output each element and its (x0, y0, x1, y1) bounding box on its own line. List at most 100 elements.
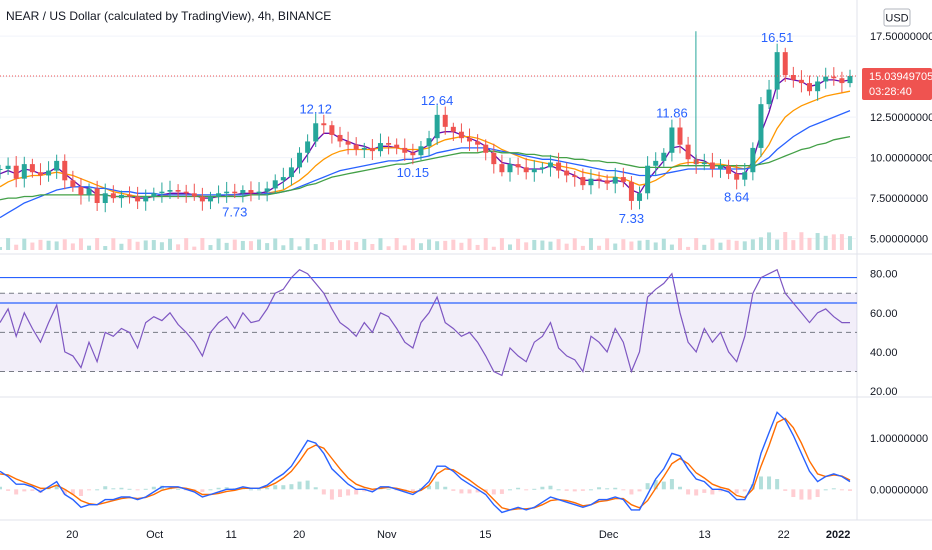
candle-body[interactable] (94, 188, 100, 204)
candle-body[interactable] (159, 191, 165, 194)
candle-body[interactable] (78, 186, 84, 195)
candle-body[interactable] (620, 177, 626, 182)
candle-body[interactable] (434, 114, 440, 139)
candle-body[interactable] (224, 191, 230, 194)
candle-body[interactable] (734, 173, 740, 180)
candle-body[interactable] (596, 178, 602, 181)
candle-body[interactable] (612, 177, 618, 184)
candle-body[interactable] (572, 175, 578, 178)
candle-body[interactable] (232, 191, 238, 194)
candle-body[interactable] (750, 147, 756, 173)
time-scale[interactable]: 20 Oct 11 20 Nov 15 Dec 13 22 2022 (66, 529, 850, 541)
candle-body[interactable] (345, 141, 351, 145)
candle-body[interactable] (798, 79, 804, 84)
candle-body[interactable] (297, 152, 303, 168)
macd-pane[interactable] (0, 411, 852, 514)
candle-body[interactable] (321, 123, 327, 126)
candle-body[interactable] (386, 143, 392, 145)
candle-body[interactable] (199, 196, 205, 202)
candle-body[interactable] (46, 170, 52, 176)
candle-body[interactable] (523, 167, 529, 173)
candle-body[interactable] (143, 196, 149, 202)
candle-body[interactable] (491, 152, 497, 165)
candle-body[interactable] (207, 196, 213, 202)
candle-body[interactable] (450, 126, 456, 132)
candle-body[interactable] (256, 191, 262, 194)
candle-body[interactable] (118, 194, 124, 199)
candle-body[interactable] (442, 114, 448, 127)
candle-body[interactable] (5, 165, 11, 169)
candle-body[interactable] (86, 188, 92, 195)
candle-body[interactable] (564, 170, 570, 176)
candle-body[interactable] (839, 78, 845, 84)
candle-body[interactable] (288, 167, 294, 178)
candle-body[interactable] (539, 167, 545, 169)
candle-body[interactable] (467, 138, 473, 142)
candle-body[interactable] (685, 144, 691, 160)
candle-body[interactable] (272, 180, 278, 189)
candle-body[interactable] (790, 74, 796, 80)
candle-body[interactable] (628, 181, 634, 201)
candle-body[interactable] (62, 160, 68, 181)
candle-body[interactable] (402, 147, 408, 153)
candle-body[interactable] (475, 141, 481, 145)
candle-body[interactable] (264, 188, 270, 192)
candle-body[interactable] (313, 123, 319, 142)
candle-body[interactable] (21, 164, 27, 179)
currency-badge-bg[interactable] (883, 8, 911, 27)
candle-body[interactable] (831, 76, 837, 79)
candle-body[interactable] (37, 172, 43, 176)
candle-body[interactable] (515, 164, 521, 168)
candle-body[interactable] (458, 131, 464, 139)
candle-body[interactable] (588, 178, 594, 186)
candle-body[interactable] (216, 193, 222, 197)
rsi-pane[interactable] (0, 268, 857, 377)
candle-body[interactable] (547, 162, 553, 168)
candle-body[interactable] (280, 177, 286, 181)
candle-body[interactable] (418, 146, 424, 156)
candle-body[interactable] (645, 165, 651, 194)
candle-body[interactable] (807, 83, 813, 92)
candle-body[interactable] (127, 194, 133, 197)
candle-body[interactable] (70, 180, 76, 187)
candle-body[interactable] (758, 104, 764, 148)
candlesticks[interactable] (0, 31, 853, 213)
candle-body[interactable] (135, 196, 141, 202)
candle-body[interactable] (426, 138, 432, 147)
candle-body[interactable] (0, 168, 3, 170)
candle-body[interactable] (507, 164, 513, 173)
candle-body[interactable] (483, 144, 489, 153)
candle-body[interactable] (661, 152, 667, 161)
candle-body[interactable] (726, 165, 732, 174)
candle-body[interactable] (337, 134, 343, 142)
candle-body[interactable] (531, 168, 537, 173)
candle-body[interactable] (717, 165, 723, 169)
candle-body[interactable] (669, 127, 675, 153)
candle-body[interactable] (102, 193, 108, 204)
candle-body[interactable] (677, 127, 683, 145)
candle-body[interactable] (653, 160, 659, 166)
candle-body[interactable] (29, 164, 35, 173)
candle-body[interactable] (329, 125, 335, 135)
candle-body[interactable] (637, 193, 643, 201)
candle-body[interactable] (361, 147, 367, 150)
candle-body[interactable] (556, 162, 562, 171)
candle-body[interactable] (847, 75, 853, 84)
candle-body[interactable] (815, 81, 821, 92)
candle-body[interactable] (151, 193, 157, 197)
candle-body[interactable] (410, 152, 416, 156)
candle-body[interactable] (353, 144, 359, 150)
candle-body[interactable] (774, 52, 780, 90)
price-scales[interactable]: 17.5000000015.0000000012.5000000010.0000… (870, 31, 932, 496)
candle-body[interactable] (167, 190, 173, 192)
candle-body[interactable] (742, 172, 748, 180)
candle-body[interactable] (766, 89, 772, 105)
candle-body[interactable] (499, 164, 505, 173)
candle-body[interactable] (377, 143, 383, 152)
candle-body[interactable] (369, 147, 375, 152)
candle-body[interactable] (110, 193, 116, 199)
candle-body[interactable] (782, 52, 788, 75)
candle-body[interactable] (13, 165, 19, 179)
